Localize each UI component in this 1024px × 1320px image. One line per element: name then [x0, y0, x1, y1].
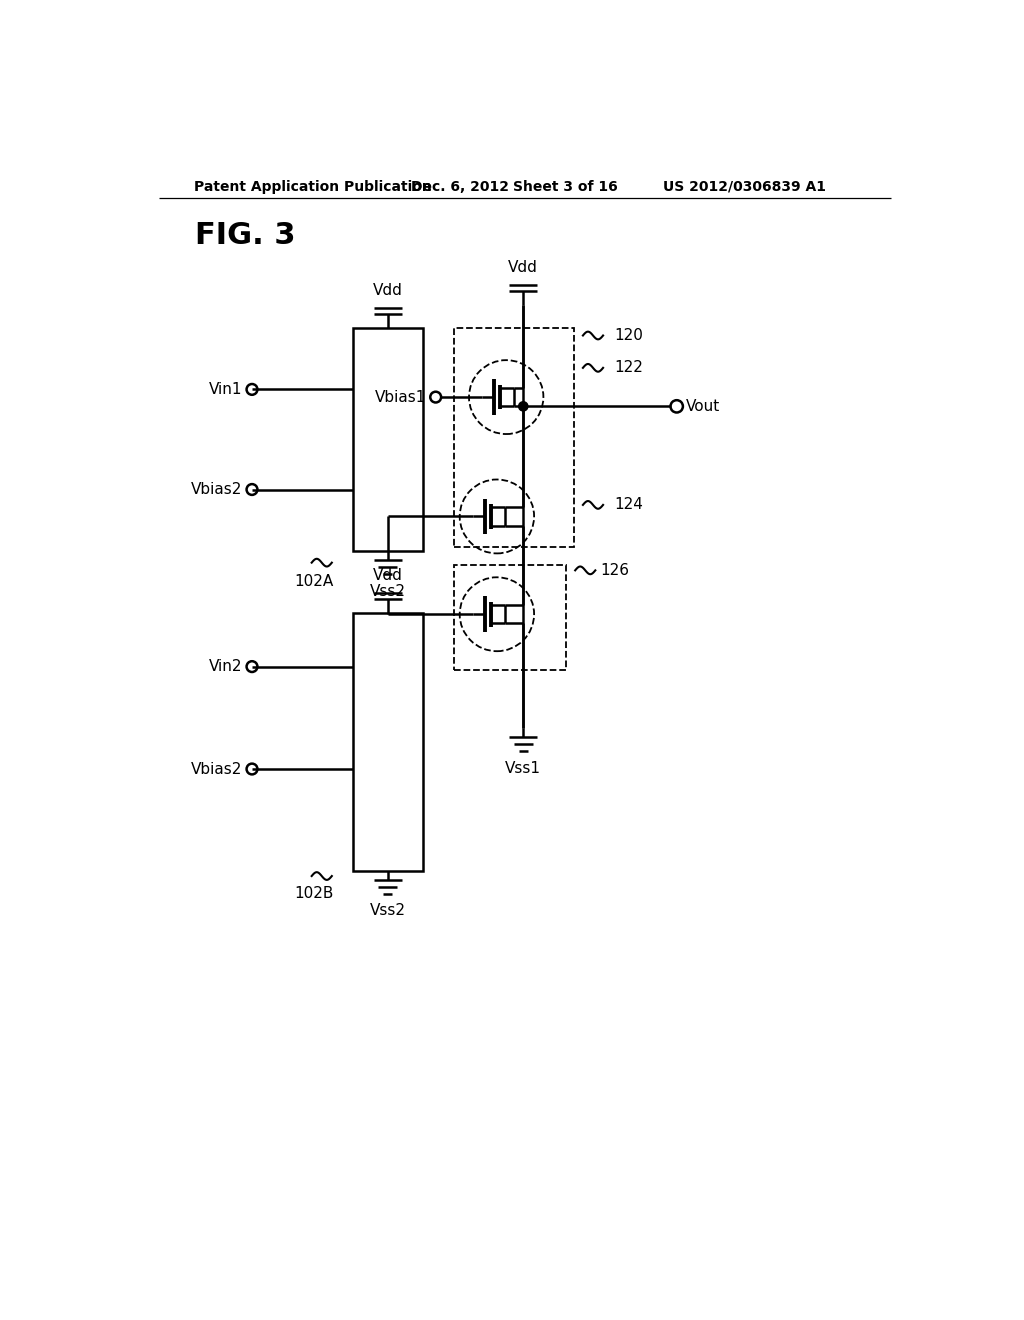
Text: Dec. 6, 2012: Dec. 6, 2012 [411, 180, 509, 194]
Bar [454, 327, 573, 548]
Text: 102A: 102A [295, 574, 334, 590]
Circle shape [518, 401, 528, 411]
Text: Vdd: Vdd [508, 260, 539, 276]
Text: 122: 122 [614, 360, 643, 375]
Bar [352, 612, 423, 871]
Text: 126: 126 [601, 562, 630, 578]
Text: 102B: 102B [295, 886, 334, 902]
Text: Patent Application Publication: Patent Application Publication [194, 180, 432, 194]
Text: FIG. 3: FIG. 3 [196, 220, 296, 249]
Text: Vbias2: Vbias2 [191, 762, 243, 776]
Text: 124: 124 [614, 498, 643, 512]
Text: US 2012/0306839 A1: US 2012/0306839 A1 [663, 180, 825, 194]
Text: Vss1: Vss1 [505, 760, 542, 776]
Text: Vin1: Vin1 [209, 381, 243, 397]
Text: Sheet 3 of 16: Sheet 3 of 16 [513, 180, 617, 194]
Text: Vbias2: Vbias2 [191, 482, 243, 498]
Text: Vout: Vout [686, 399, 720, 414]
Text: Vss2: Vss2 [370, 903, 406, 919]
Text: Vbias1: Vbias1 [375, 389, 426, 405]
Text: Vss2: Vss2 [370, 583, 406, 599]
Text: 120: 120 [614, 327, 643, 343]
Text: Vdd: Vdd [373, 568, 402, 583]
Bar [454, 565, 566, 671]
Text: Vin2: Vin2 [209, 659, 243, 675]
Bar [352, 327, 423, 552]
Text: Vdd: Vdd [373, 284, 402, 298]
